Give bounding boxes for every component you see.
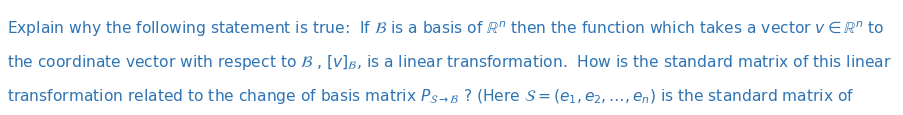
Text: Explain why the following statement is true:  If $\mathcal{B}$ is a basis of $\m: Explain why the following statement is t…: [7, 20, 883, 39]
Text: transformation related to the change of basis matrix $P_{\mathcal{S}\rightarrow\: transformation related to the change of …: [7, 86, 854, 105]
Text: the coordinate vector with respect to $\mathcal{B}$ , $[v]_\mathcal{B}$, is a li: the coordinate vector with respect to $\…: [7, 53, 891, 72]
